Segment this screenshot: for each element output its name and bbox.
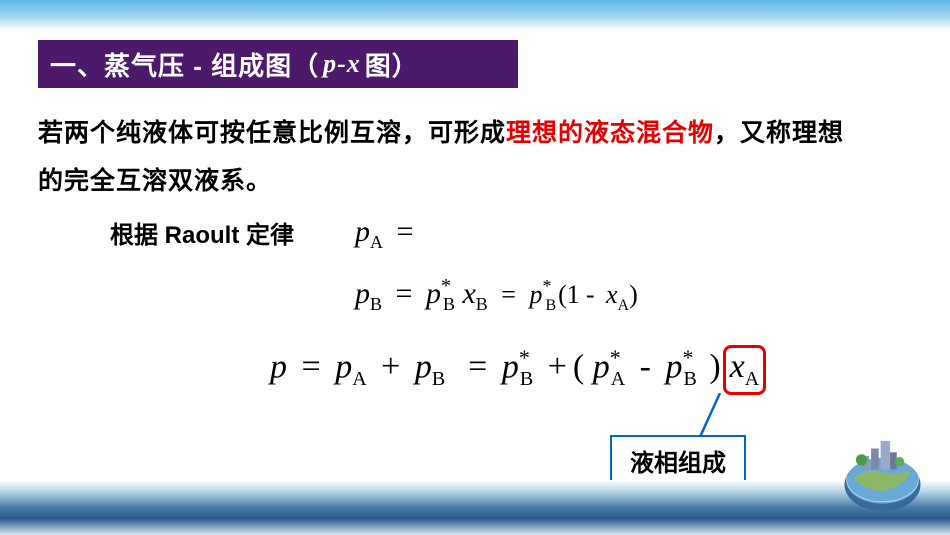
eq2-star2: * [542,276,551,296]
eq3-eq2: = [468,348,487,385]
eq3-p5: p [593,348,610,385]
eq2-eq1: = [396,277,413,310]
eq3-A3: A [745,368,759,390]
eq2-close: ) [629,280,638,309]
equation-pB: pB = p*B xB = p*B(1- xA) [355,275,638,315]
eq2-B4: B [545,297,556,314]
eq2-A: A [618,297,630,314]
eq3-p3: p [415,348,432,385]
intro-1c: ，又称理想 [714,119,844,147]
callout-text: 液相组成 [630,450,726,477]
eq3-eq1: = [302,348,321,385]
heading-suffix: 图） [365,46,419,83]
intro-1a: 若两个纯液体可按任意比例互溶，可形成 [38,119,506,147]
eq2-B3: B [476,294,488,314]
heading-prefix: 一、蒸气压 - 组成图（ [50,46,319,83]
eq3-A2: A [611,368,625,390]
eq2-eq2: = [501,280,516,309]
eq2-minus: - [586,280,595,309]
eq3-star2: * [610,345,621,370]
raoult-label: 根据 Raoult 定律 [110,215,294,250]
eq1-eq: = [397,215,414,248]
eq3-minus: - [640,348,651,385]
eq3-B3: B [684,368,697,390]
heading-var: p-x [323,49,361,79]
eq3-boxed-xA: xA [723,345,767,395]
eq2-open: (1 [558,280,580,309]
equation-total-p: p = pA + pB = p*B +( p*A - p*B )xA [270,345,766,395]
eq3-B1: B [432,368,445,390]
intro-paragraph: 若两个纯液体可按任意比例互溶，可形成理想的液态混合物，又称理想 的完全互溶双液系… [38,110,912,205]
eq3-p1: p [270,348,287,385]
intro-2: 的完全互溶双液系。 [38,167,272,195]
callout-liquid-composition: 液相组成 [610,435,746,486]
eq3-x: x [730,348,745,385]
sky-gradient [0,0,950,30]
intro-emphasis: 理想的液态混合物 [506,119,714,147]
eq2-p3: p [529,280,542,309]
eq3-p6: p [666,348,683,385]
eq3-p2: p [335,348,352,385]
eq3-close: ) [709,348,720,385]
eq1-subA: A [370,232,383,252]
eq3-star1: * [519,345,530,370]
eq3-open: ( [573,348,584,385]
section-heading-bar: 一、蒸气压 - 组成图（ p-x 图） [38,40,518,88]
eq2-p1: p [355,277,370,310]
globe-icon [835,420,930,515]
eq3-A1: A [352,368,366,390]
eq3-plus1: + [381,348,400,385]
eq2-x1: x [462,277,475,310]
eq1-p: p [355,215,370,248]
equation-pA: pA = [355,215,419,253]
eq3-B2: B [520,368,533,390]
eq3-plus2: + [548,348,567,385]
eq2-p2: p [426,277,441,310]
eq2-B2: B [443,294,455,314]
eq2-B1: B [370,294,382,314]
eq3-p4: p [502,348,519,385]
eq2-x2: x [606,280,618,309]
sea-gradient [0,480,950,535]
eq3-star3: * [683,345,694,370]
